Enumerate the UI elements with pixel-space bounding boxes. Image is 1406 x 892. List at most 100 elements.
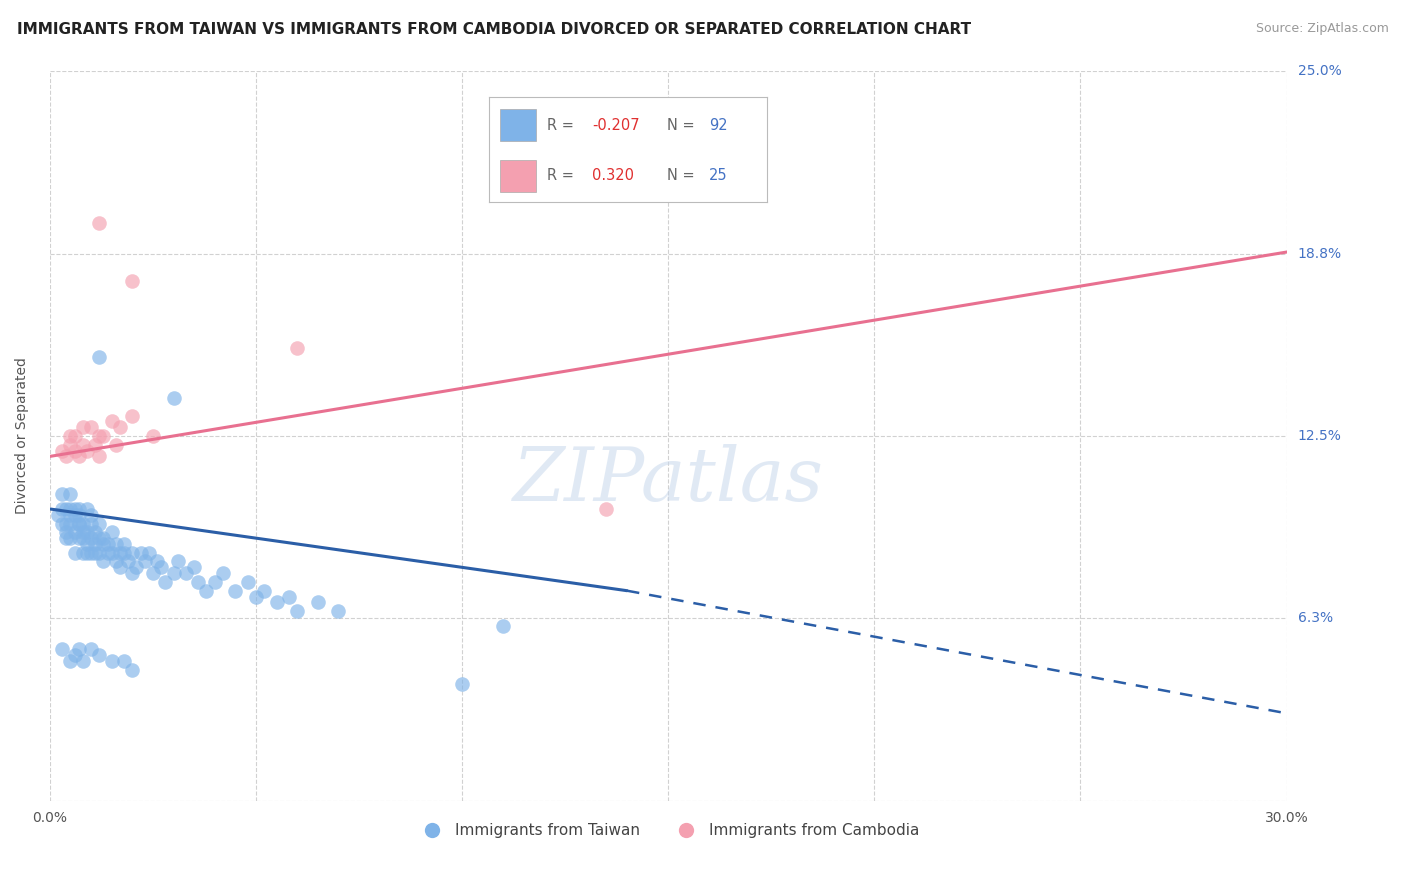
Point [76, 546, 98, 560]
Point [55, 502, 77, 516]
Point [93, 531, 115, 545]
Point [55, 516, 77, 531]
Point [104, 438, 127, 452]
Point [155, 574, 177, 589]
Point [112, 537, 135, 551]
Point [55, 525, 77, 540]
Point [100, 414, 122, 428]
Point [51, 642, 73, 657]
Point [76, 443, 98, 458]
Point [121, 663, 143, 677]
Point [451, 677, 474, 691]
Point [59, 516, 82, 531]
Point [89, 546, 111, 560]
Point [89, 531, 111, 545]
Point [59, 502, 82, 516]
Point [595, 502, 617, 516]
Point [51, 443, 73, 458]
Point [162, 566, 184, 581]
Y-axis label: Divorced or Separated: Divorced or Separated [15, 358, 30, 515]
Point [285, 342, 308, 356]
Text: IMMIGRANTS FROM TAIWAN VS IMMIGRANTS FROM CAMBODIA DIVORCED OR SEPARATED CORRELA: IMMIGRANTS FROM TAIWAN VS IMMIGRANTS FRO… [17, 22, 972, 37]
Point [89, 350, 111, 364]
Point [93, 537, 115, 551]
Point [162, 391, 184, 405]
Point [104, 537, 127, 551]
Point [328, 604, 350, 618]
Point [146, 554, 169, 568]
Point [89, 648, 111, 662]
Point [46, 508, 69, 522]
Point [134, 554, 156, 568]
Point [266, 595, 288, 609]
Point [67, 516, 90, 531]
Point [72, 654, 94, 668]
Point [80, 531, 103, 545]
Point [245, 590, 267, 604]
Point [100, 654, 122, 668]
Point [84, 546, 107, 560]
Point [93, 429, 115, 443]
Point [63, 429, 86, 443]
Point [89, 450, 111, 464]
Text: 18.8%: 18.8% [1298, 246, 1341, 260]
Point [224, 583, 246, 598]
Point [67, 450, 90, 464]
Point [100, 546, 122, 560]
Point [89, 216, 111, 230]
Point [236, 574, 259, 589]
Point [84, 525, 107, 540]
Point [212, 566, 235, 581]
Point [59, 438, 82, 452]
Text: 25.0%: 25.0% [1298, 64, 1341, 78]
Point [117, 554, 139, 568]
Point [575, 157, 598, 171]
Point [104, 554, 127, 568]
Point [142, 429, 165, 443]
Point [67, 642, 90, 657]
Point [76, 525, 98, 540]
Point [129, 546, 152, 560]
Point [142, 566, 165, 581]
Point [76, 537, 98, 551]
Point [51, 502, 73, 516]
Text: 12.5%: 12.5% [1298, 429, 1341, 443]
Point [67, 502, 90, 516]
Point [63, 502, 86, 516]
Point [72, 546, 94, 560]
Point [80, 508, 103, 522]
Text: Source: ZipAtlas.com: Source: ZipAtlas.com [1256, 22, 1389, 36]
Point [72, 420, 94, 434]
Point [112, 546, 135, 560]
Point [112, 654, 135, 668]
Point [51, 487, 73, 501]
Point [80, 546, 103, 560]
Point [84, 537, 107, 551]
Point [63, 648, 86, 662]
Point [121, 409, 143, 423]
Point [125, 560, 148, 574]
Point [63, 443, 86, 458]
Point [72, 525, 94, 540]
Point [63, 508, 86, 522]
Point [84, 438, 107, 452]
Point [195, 583, 218, 598]
Point [187, 574, 209, 589]
Point [55, 531, 77, 545]
Point [253, 583, 276, 598]
Point [59, 429, 82, 443]
Point [67, 531, 90, 545]
Point [72, 531, 94, 545]
Point [121, 546, 143, 560]
Text: 6.3%: 6.3% [1298, 611, 1333, 625]
Point [96, 546, 118, 560]
Point [67, 516, 90, 531]
Point [108, 546, 131, 560]
Point [51, 516, 73, 531]
Point [89, 429, 111, 443]
Point [285, 604, 308, 618]
Point [59, 508, 82, 522]
Point [307, 595, 329, 609]
Point [59, 654, 82, 668]
Point [108, 560, 131, 574]
